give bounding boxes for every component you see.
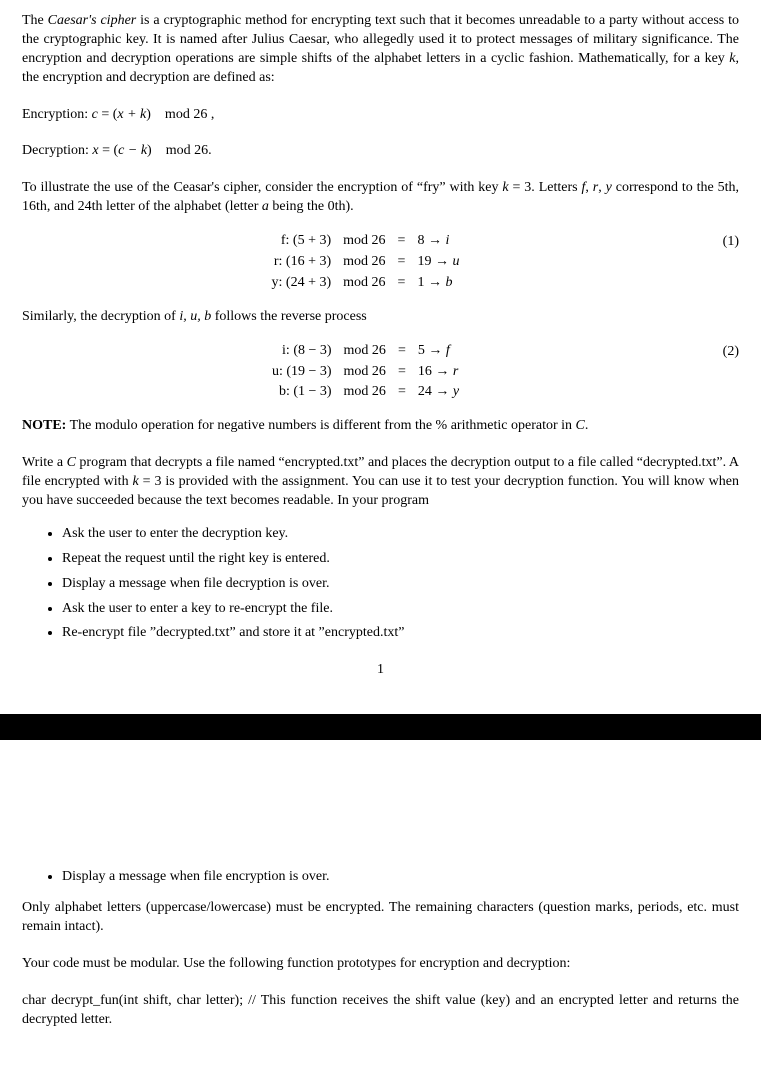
equation-row: u: (19 − 3)mod 26=16 → r <box>266 362 465 383</box>
eq-mod: mod 26 <box>337 273 391 294</box>
eq-mod: mod 26 <box>337 231 391 252</box>
eq-rhs: 19 → u <box>411 252 465 273</box>
equation-1-number: (1) <box>709 231 739 252</box>
illu-b: = 3. Letters <box>509 180 582 195</box>
dec-eq-open: = ( <box>102 143 118 158</box>
note-text-b: . <box>585 418 589 433</box>
bullet-list-2: Display a message when file encryption i… <box>22 868 739 887</box>
equation-row: i: (8 − 3)mod 26=5 → f <box>266 341 465 362</box>
list-item: Re-encrypt file ”decrypted.txt” and stor… <box>62 624 739 643</box>
enc-mod: ) mod 26 , <box>146 107 214 122</box>
note-paragraph: NOTE: The modulo operation for negative … <box>22 417 739 436</box>
page-1: The Caesar's cipher is a cryptographic m… <box>0 0 761 704</box>
sim-a: Similarly, the decryption of <box>22 309 179 324</box>
equation-2-table: i: (8 − 3)mod 26=5 → fu: (19 − 3)mod 26=… <box>266 341 465 404</box>
note-text-a: The modulo operation for negative number… <box>66 418 575 433</box>
sim-b: follows the reverse process <box>211 309 367 324</box>
page-gap <box>0 740 761 850</box>
dec-ck: c − k <box>118 143 147 158</box>
equation-block-1: f: (5 + 3)mod 26=8 → ir: (16 + 3)mod 26=… <box>22 231 739 294</box>
only-alphabet-paragraph: Only alphabet letters (uppercase/lowerca… <box>22 899 739 937</box>
eq-mod: mod 26 <box>338 382 392 403</box>
enc-c: c <box>92 107 102 122</box>
eq-lhs: r: (16 + 3) <box>266 252 338 273</box>
eq-mod: mod 26 <box>338 341 392 362</box>
eq-sign: = <box>392 362 412 383</box>
task-a: Write a <box>22 455 67 470</box>
equation-1-table: f: (5 + 3)mod 26=8 → ir: (16 + 3)mod 26=… <box>266 231 466 294</box>
eq-sign: = <box>392 341 412 362</box>
eq-lhs: i: (8 − 3) <box>266 341 338 362</box>
encryption-label: Encryption: <box>22 107 92 122</box>
eq-lhs: u: (19 − 3) <box>266 362 338 383</box>
list-item: Display a message when file decryption i… <box>62 575 739 594</box>
eq-sign: = <box>392 231 412 252</box>
list-item: Repeat the request until the right key i… <box>62 550 739 569</box>
eq-mod: mod 26 <box>338 362 392 383</box>
sim-iub: i, u, b <box>179 309 211 324</box>
task-paragraph: Write a C program that decrypts a file n… <box>22 454 739 511</box>
equation-2-number: (2) <box>709 341 739 362</box>
eq-sign: = <box>392 252 412 273</box>
intro-text-a: The <box>22 13 48 28</box>
eq-rhs: 1 → b <box>411 273 465 294</box>
equation-row: f: (5 + 3)mod 26=8 → i <box>266 231 466 252</box>
prototype-line: char decrypt_fun(int shift, char letter)… <box>22 992 739 1030</box>
illu-d: , <box>598 180 605 195</box>
bullet-list-1: Ask the user to enter the decryption key… <box>22 525 739 643</box>
eq-lhs: f: (5 + 3) <box>266 231 338 252</box>
illu-aa: a <box>262 199 269 214</box>
page-number: 1 <box>22 661 739 680</box>
eq-lhs: y: (24 + 3) <box>266 273 338 294</box>
page-separator-bar <box>0 714 761 740</box>
equation-2-center: i: (8 − 3)mod 26=5 → fu: (19 − 3)mod 26=… <box>22 341 709 404</box>
equation-row: r: (16 + 3)mod 26=19 → u <box>266 252 466 273</box>
enc-eq-open: = ( <box>101 107 117 122</box>
eq-rhs: 8 → i <box>411 231 465 252</box>
illu-c: , <box>585 180 592 195</box>
equation-row: b: (1 − 3)mod 26=24 → y <box>266 382 465 403</box>
decryption-definition: Decryption: x = (c − k) mod 26. <box>22 142 739 161</box>
illu-a: To illustrate the use of the Ceasar's ci… <box>22 180 502 195</box>
illustrate-paragraph: To illustrate the use of the Ceasar's ci… <box>22 179 739 217</box>
list-item: Display a message when file encryption i… <box>62 868 739 887</box>
list-item: Ask the user to enter the decryption key… <box>62 525 739 544</box>
eq-sign: = <box>392 273 412 294</box>
task-C: C <box>67 455 76 470</box>
list-item: Ask the user to enter a key to re-encryp… <box>62 600 739 619</box>
eq-rhs: 5 → f <box>412 341 465 362</box>
equation-1-center: f: (5 + 3)mod 26=8 → ir: (16 + 3)mod 26=… <box>22 231 709 294</box>
modular-paragraph: Your code must be modular. Use the follo… <box>22 955 739 974</box>
eq-rhs: 16 → r <box>412 362 465 383</box>
note-label: NOTE: <box>22 418 66 433</box>
equation-row: y: (24 + 3)mod 26=1 → b <box>266 273 466 294</box>
dec-mod: ) mod 26. <box>147 143 212 158</box>
encryption-definition: Encryption: c = (x + k) mod 26 , <box>22 106 739 125</box>
illu-f2: being the 0th). <box>269 199 354 214</box>
enc-xk: x + k <box>117 107 146 122</box>
intro-paragraph: The Caesar's cipher is a cryptographic m… <box>22 12 739 88</box>
eq-sign: = <box>392 382 412 403</box>
eq-rhs: 24 → y <box>412 382 465 403</box>
term-caesars-cipher: Caesar's cipher <box>48 13 137 28</box>
similarly-paragraph: Similarly, the decryption of i, u, b fol… <box>22 308 739 327</box>
dec-x: x <box>92 143 102 158</box>
eq-lhs: b: (1 − 3) <box>266 382 338 403</box>
equation-block-2: i: (8 − 3)mod 26=5 → fu: (19 − 3)mod 26=… <box>22 341 739 404</box>
decryption-label: Decryption: <box>22 143 92 158</box>
note-C: C <box>576 418 585 433</box>
page-2: Display a message when file encryption i… <box>0 850 761 1065</box>
eq-mod: mod 26 <box>337 252 391 273</box>
